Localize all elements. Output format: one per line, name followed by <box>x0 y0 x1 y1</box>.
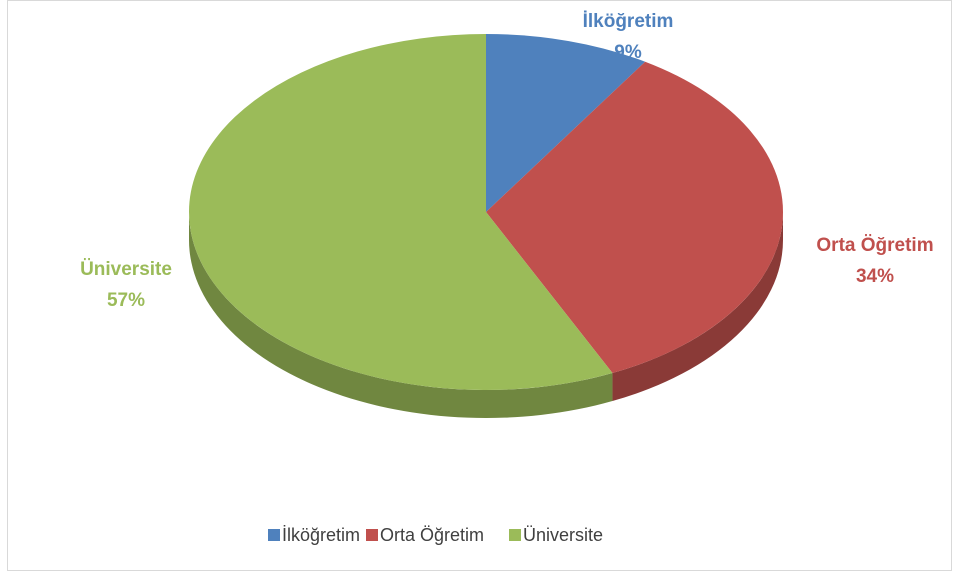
pie-slice <box>486 61 783 374</box>
legend-label: Üniversite <box>523 525 603 545</box>
pie-slice <box>486 34 646 212</box>
legend-label: İlköğretim <box>282 525 360 545</box>
data-label-value: 34% <box>856 266 894 287</box>
pie-side <box>612 212 783 402</box>
data-label-value: 9% <box>614 42 642 63</box>
data-label-value: 57% <box>107 290 145 311</box>
data-label-name: İlköğretim <box>583 11 674 32</box>
legend-swatch <box>268 529 280 541</box>
data-label-name: Orta Öğretim <box>816 235 933 256</box>
legend: İlköğretim Orta Öğretim Üniversite <box>268 525 603 545</box>
legend-label: Orta Öğretim <box>380 525 484 545</box>
data-label-name: Üniversite <box>80 259 172 280</box>
pie-tops <box>188 34 783 390</box>
legend-swatch <box>509 529 521 541</box>
pie-slice <box>188 34 613 390</box>
legend-swatch <box>366 529 378 541</box>
pie-sides <box>188 212 783 418</box>
pie-side <box>188 212 613 418</box>
data-labels: İlköğretim 9% Orta Öğretim 34% Üniversite 57% <box>80 11 934 311</box>
